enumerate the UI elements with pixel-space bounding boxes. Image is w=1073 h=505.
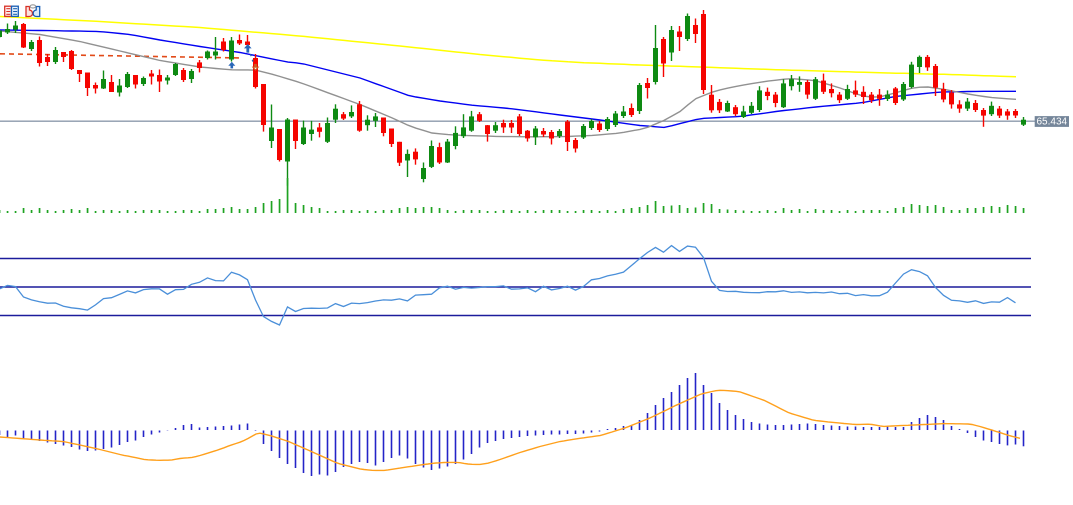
- svg-text:65.434: 65.434: [1037, 117, 1068, 128]
